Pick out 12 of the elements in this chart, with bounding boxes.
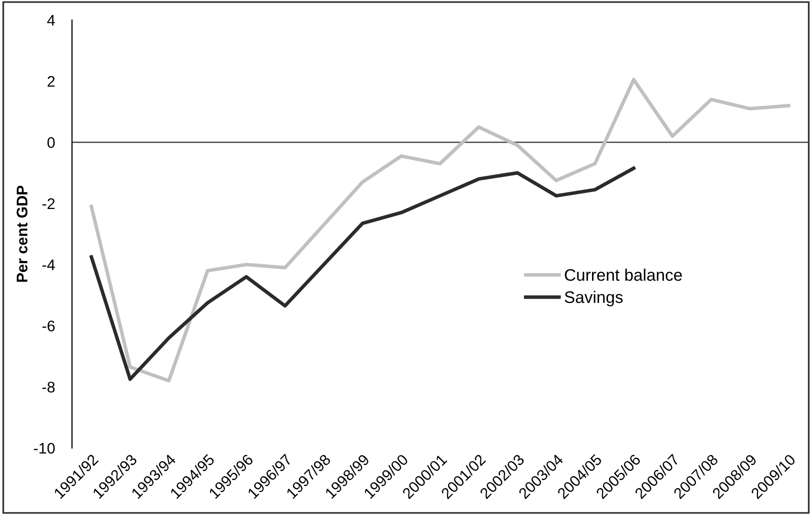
line-series [90, 78, 790, 382]
y-tick-label: 4 [47, 15, 55, 26]
y-axis-title: Per cent GDP [16, 186, 28, 282]
y-tick-label: -8 [42, 382, 55, 393]
legend-label: Savings [564, 290, 623, 306]
y-tick-label: 2 [48, 76, 55, 87]
y-tick-label: -4 [42, 260, 55, 270]
y-tick-label: -2 [42, 198, 55, 209]
y-tick-label: 0 [47, 137, 55, 148]
legend-label: Current balance [564, 268, 682, 281]
y-tick-label: -6 [42, 320, 55, 332]
y-tick-label: -10 [34, 442, 55, 454]
